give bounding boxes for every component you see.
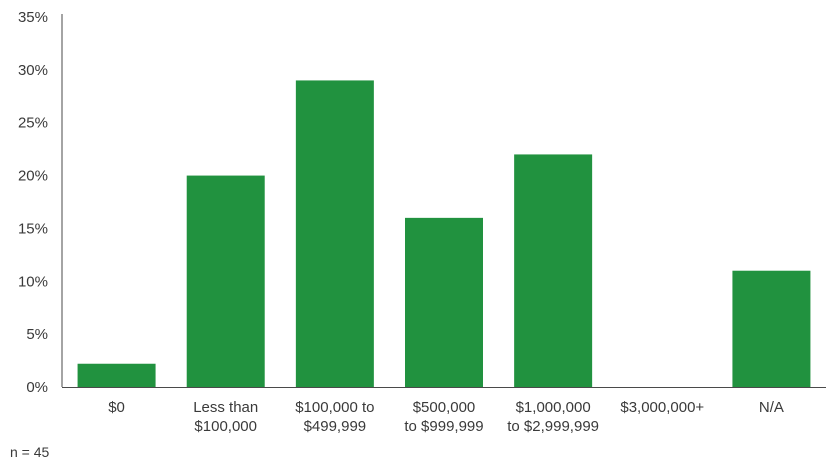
x-category-label-line: to $2,999,999 [507, 418, 599, 435]
x-category-label-line: $1,000,000 [516, 399, 591, 416]
y-tick-label: 25% [18, 115, 48, 132]
bar [405, 217, 483, 387]
x-category-label: $0 [108, 399, 125, 416]
y-tick-label: 20% [18, 168, 48, 185]
bar [295, 80, 374, 387]
x-category-label-line: N/A [759, 399, 784, 416]
x-category-label-line: $0 [108, 399, 125, 416]
y-tick-label: 30% [18, 62, 48, 79]
y-tick-label: 15% [18, 220, 48, 237]
x-category-label-line: $500,000 [413, 399, 476, 416]
x-category-label-line: Less than [193, 399, 258, 416]
bar [186, 175, 265, 387]
x-category-label: Less than $100,000 [193, 399, 258, 435]
x-category-label-line: $3,000,000+ [620, 399, 704, 416]
sample-size-note: n = 45 [10, 444, 50, 460]
bar [514, 154, 593, 387]
y-tick-label: 10% [18, 273, 48, 290]
x-category-label-line: to $999,999 [404, 418, 483, 435]
x-category-label-line: $100,000 to [295, 399, 374, 416]
y-axis: 0% 5% 10% 15% 20% 25% 30% 35% [18, 9, 63, 396]
bars [77, 80, 811, 387]
x-category-label: N/A [759, 399, 784, 416]
y-tick-label: 0% [26, 379, 48, 396]
x-category-label: $500,000 to $999,999 [404, 399, 483, 435]
x-category-label-line: $100,000 [194, 418, 257, 435]
x-category-label: $100,000 to $499,999 [295, 399, 374, 435]
x-category-label-line: $499,999 [304, 418, 367, 435]
bar [732, 270, 811, 387]
y-tick-label: 35% [18, 9, 48, 26]
x-category-label: $3,000,000+ [620, 399, 704, 416]
x-axis: $0 Less than $100,000 $100,000 to $499,999 $5… [62, 387, 826, 435]
bar [77, 363, 156, 387]
x-category-label: $1,000,000 to $2,999,999 [507, 399, 599, 435]
y-tick-label: 5% [26, 326, 48, 343]
